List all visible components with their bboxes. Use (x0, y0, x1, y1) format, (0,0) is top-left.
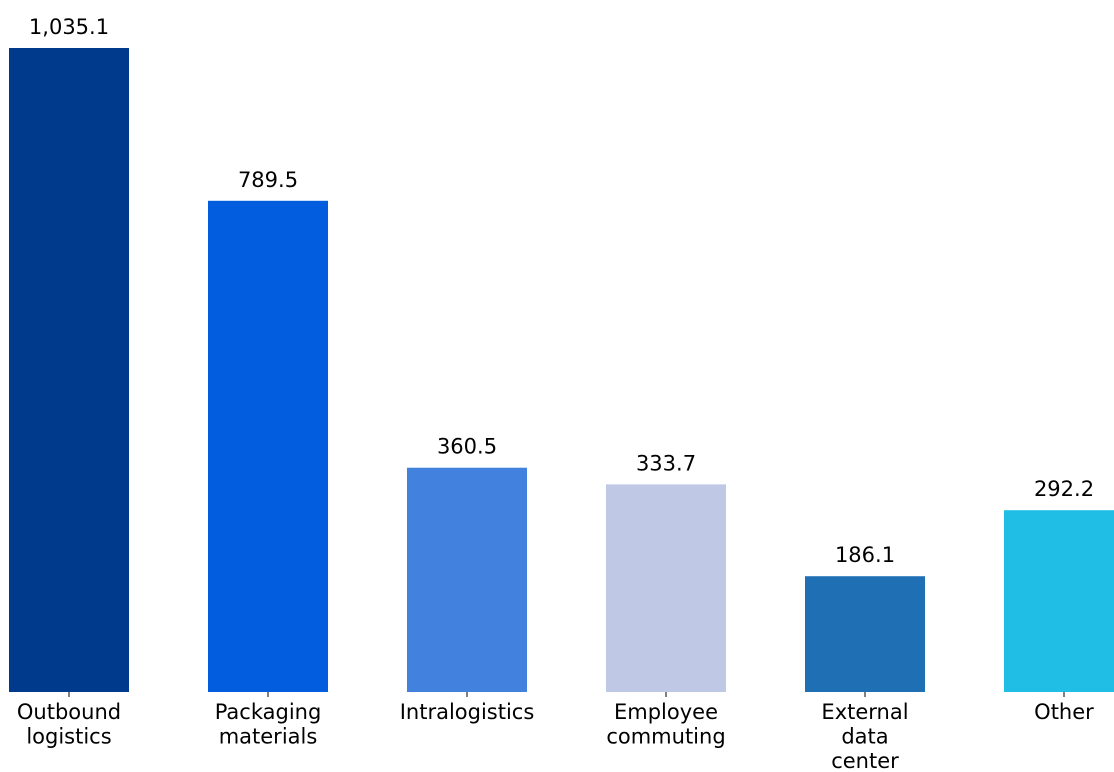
category-label-line: logistics (26, 725, 111, 749)
category-label-0: Outbound logistics (17, 700, 121, 749)
bar-4 (805, 576, 925, 692)
category-label-5: Other (1034, 700, 1094, 724)
category-label-2: Intralogistics (400, 700, 535, 724)
category-label-3: Employee commuting (606, 700, 725, 749)
category-label-line: Other (1034, 700, 1094, 724)
value-label-4: 186.1 (835, 543, 895, 567)
category-label-line: data (841, 725, 888, 749)
category-label-line: Outbound (17, 700, 121, 724)
category-label-line: Intralogistics (400, 700, 535, 724)
category-label-line: Employee (614, 700, 718, 724)
category-label-line: Packaging (215, 700, 322, 724)
category-label-line: commuting (606, 725, 725, 749)
value-label-5: 292.2 (1034, 477, 1094, 501)
x-ticks-group (68, 692, 1065, 697)
category-labels-group: Outbound logistics Packaging materials Intra… (17, 700, 1094, 772)
value-label-3: 333.7 (636, 451, 696, 475)
value-label-0: 1,035.1 (29, 15, 109, 39)
bar-3 (606, 484, 726, 692)
bar-1 (208, 200, 328, 692)
category-label-1: Packaging materials (215, 700, 322, 749)
bar-2 (407, 467, 527, 692)
category-label-line: center (831, 749, 899, 772)
value-labels-group: 1,035.1 789.5 360.5 333.7 186.1 292.2 (29, 15, 1094, 567)
category-label-4: External data center (821, 700, 908, 772)
category-label-line: External (821, 700, 908, 724)
category-label-line: materials (219, 725, 318, 749)
bar-5 (1004, 510, 1114, 692)
bars-group (9, 48, 1114, 692)
bar-0 (9, 48, 129, 692)
value-label-1: 789.5 (238, 168, 298, 192)
value-label-2: 360.5 (437, 435, 497, 459)
